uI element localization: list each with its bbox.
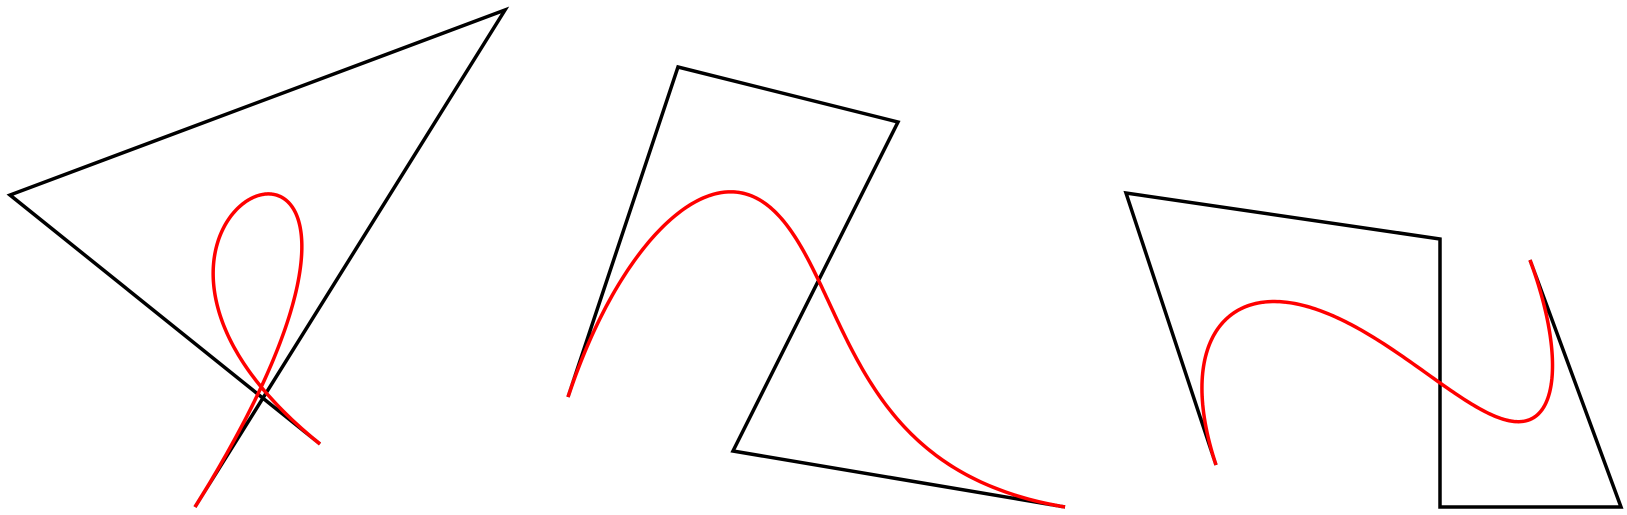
figure-s-shaped-bezier xyxy=(566,64,1066,509)
figure-looped-bezier xyxy=(6,6,510,508)
figure-inflected-bezier xyxy=(1123,190,1624,509)
control-polygon xyxy=(6,6,510,508)
control-polygon xyxy=(566,64,1066,509)
bezier-curve xyxy=(193,192,322,508)
bezier-curve xyxy=(566,190,1066,509)
control-polygon xyxy=(1123,190,1624,509)
bezier-curve xyxy=(1200,259,1555,466)
